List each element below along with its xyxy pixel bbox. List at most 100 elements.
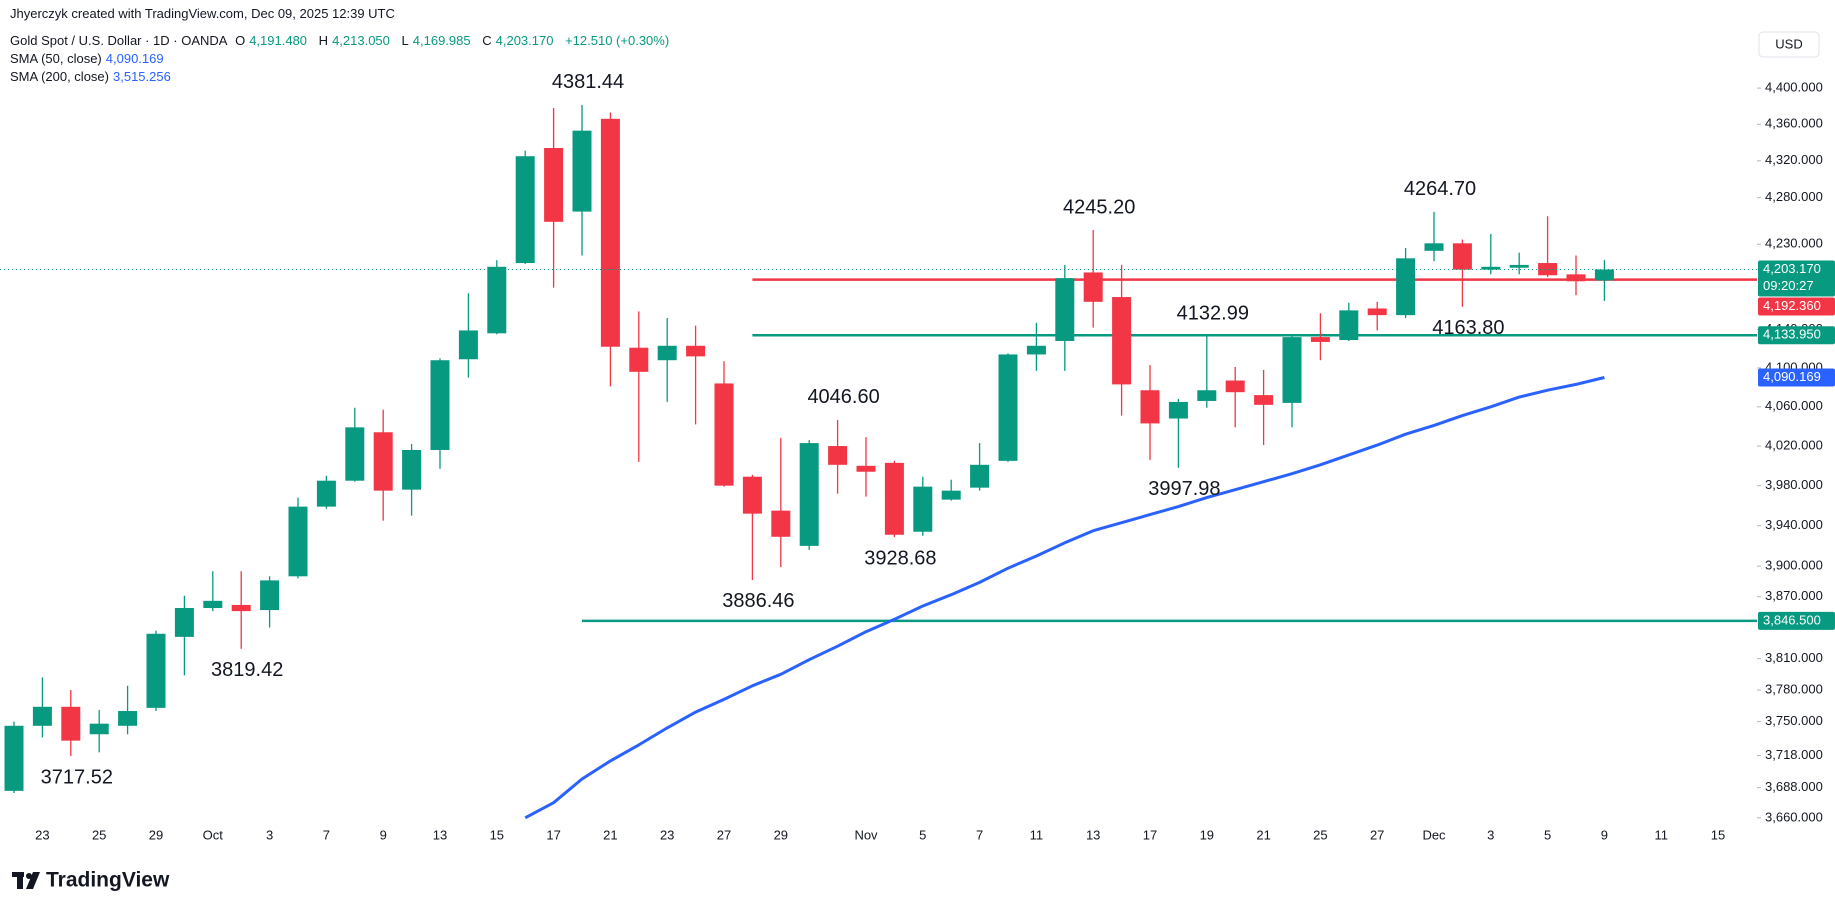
brand: TradingView (46, 869, 170, 892)
price-annotation: 4381.44 (552, 71, 624, 93)
sma-line (524, 376, 1605, 820)
candle-body (913, 486, 933, 532)
y-tick-label: 3,980.000 (1765, 477, 1823, 492)
y-tick-label: 4,020.000 (1765, 437, 1823, 452)
candle-body (1509, 264, 1529, 268)
candle-body (32, 706, 52, 726)
price-box-label: 4,090.169 (1763, 369, 1821, 384)
candle-body (1339, 310, 1359, 341)
price-annotation: 3717.52 (41, 766, 113, 788)
x-tick-label: 9 (1601, 827, 1608, 842)
currency-button[interactable] (1758, 31, 1820, 58)
x-tick-label: 3 (266, 827, 273, 842)
indicator-name: SMA (200, close) (10, 69, 109, 84)
candle-body (487, 266, 507, 334)
candle-body (828, 446, 848, 465)
candle-body (260, 580, 280, 611)
x-tick-label: 11 (1654, 827, 1668, 842)
legend-main: Gold Spot / U.S. Dollar · 1D · OANDA O 4,… (10, 33, 673, 48)
candle-body (1396, 258, 1416, 316)
currency[interactable]: USD (1775, 36, 1802, 51)
candle-body (1538, 263, 1558, 276)
candle-body (1566, 274, 1586, 282)
price-box-label: 09:20:27 (1763, 278, 1814, 293)
price-box (1758, 260, 1835, 297)
candle-body (1168, 401, 1188, 419)
ohlc-value: 4,169.985 (412, 33, 471, 48)
price-annotation: 4046.60 (807, 386, 879, 408)
x-tick-label: 7 (976, 827, 983, 842)
x-tick-label: 3 (1487, 827, 1494, 842)
candle-body (600, 118, 620, 347)
price-box-label: 3,846.500 (1763, 612, 1821, 627)
candle-body (771, 510, 791, 537)
y-tick-label: 3,900.000 (1765, 558, 1823, 573)
x-tick-label: 7 (323, 827, 330, 842)
ohlc-value: 4,203.170 (495, 33, 554, 48)
y-tick-label: 3,660.000 (1765, 809, 1823, 824)
candle-body (1112, 297, 1132, 385)
candle-body (203, 600, 223, 609)
x-tick-label: 21 (603, 827, 617, 842)
x-tick-label: 21 (1256, 827, 1270, 842)
x-tick-label: 15 (490, 827, 504, 842)
x-tick-label: 27 (717, 827, 731, 842)
y-tick-label: 4,230.000 (1765, 236, 1823, 251)
y-tick-label: 4,320.000 (1765, 152, 1823, 167)
plot-area (4, 104, 1757, 820)
x-tick-label: 25 (92, 827, 106, 842)
y-tick-label: 3,750.000 (1765, 713, 1823, 728)
candle-body (742, 476, 762, 514)
candle-body (657, 345, 677, 361)
candle-body (629, 347, 649, 372)
x-tick-label: 5 (919, 827, 926, 842)
price-annotation: 3997.98 (1148, 478, 1220, 500)
price-box (1758, 611, 1835, 630)
x-tick-label: 13 (433, 827, 447, 842)
candle-body (572, 130, 592, 212)
y-tick-label: 3,870.000 (1765, 588, 1823, 603)
candle-body (1083, 272, 1103, 302)
candle-body (856, 465, 876, 472)
candle-body (1594, 269, 1614, 281)
x-tick-label: 17 (546, 827, 560, 842)
candle-body (373, 432, 393, 491)
candle-body (174, 608, 194, 637)
candle-body (515, 156, 535, 264)
candle-body (288, 506, 308, 577)
candle-body (61, 706, 81, 741)
candle-body (970, 464, 990, 488)
ohlc-key: L (401, 33, 409, 48)
x-tick-label: 27 (1370, 827, 1384, 842)
credit: Jhyerczyk created with TradingView.com, … (10, 6, 395, 21)
price-box-label: 4,192.360 (1763, 298, 1821, 313)
price-annotation: 3819.42 (211, 659, 283, 681)
candle-body (1197, 390, 1217, 401)
symbol: Gold Spot / U.S. Dollar · 1D · OANDA (10, 33, 228, 48)
y-tick-label: 4,060.000 (1765, 398, 1823, 413)
change: +12.510 (+0.30%) (565, 33, 670, 48)
price-annotation: 4245.20 (1063, 196, 1135, 218)
x-tick-label: 13 (1086, 827, 1100, 842)
candle-body (4, 725, 24, 791)
candle-body (1140, 390, 1160, 424)
candle-body (1055, 278, 1075, 341)
y-tick-label: 4,280.000 (1765, 189, 1823, 204)
y-tick-label: 3,780.000 (1765, 681, 1823, 696)
brand-logo (12, 872, 40, 889)
price-box (1758, 326, 1835, 345)
price-box (1758, 368, 1835, 387)
y-tick-label: 3,688.000 (1765, 779, 1823, 794)
indicator-value: 4,090.169 (105, 51, 164, 66)
ohlc-key: O (235, 33, 246, 48)
y-tick-label: 4,360.000 (1765, 116, 1823, 131)
indicator-value: 3,515.256 (113, 69, 171, 84)
x-tick-label: Nov (854, 827, 878, 842)
y-tick-label: 4,400.000 (1765, 80, 1823, 95)
x-tick-label: Dec (1422, 827, 1446, 842)
x-tick-label: 5 (1544, 827, 1551, 842)
x-tick-label: 9 (380, 827, 387, 842)
candle-body (430, 360, 450, 450)
